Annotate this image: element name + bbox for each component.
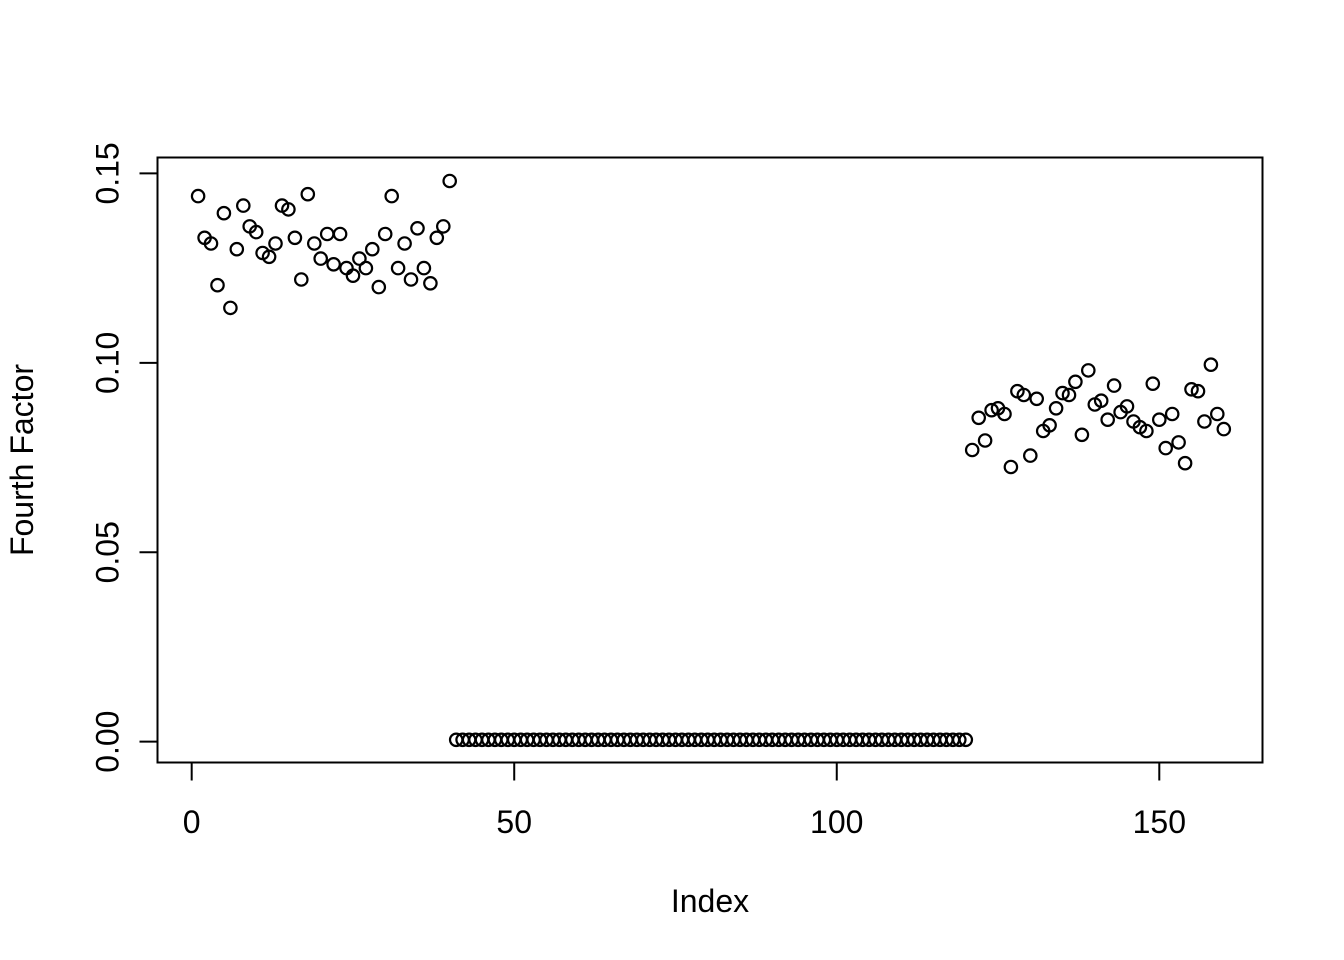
- data-point: [1190, 383, 1206, 399]
- x-tick-label: 50: [496, 804, 532, 840]
- data-point: [268, 236, 283, 251]
- data-point: [442, 173, 457, 189]
- data-point: [390, 260, 406, 276]
- data-point: [1145, 376, 1161, 391]
- data-point: [1074, 427, 1090, 443]
- data-point: [1164, 406, 1180, 422]
- y-tick-label: 0.10: [90, 332, 126, 394]
- data-point: [203, 236, 219, 251]
- data-point: [997, 406, 1012, 422]
- data-point: [984, 402, 999, 418]
- data-point: [951, 732, 967, 748]
- data-point: [306, 236, 322, 251]
- data-point: [1093, 393, 1109, 408]
- data-point: [423, 275, 438, 291]
- data-point: [190, 188, 206, 204]
- data-point: [287, 230, 303, 246]
- data-point: [210, 277, 225, 293]
- data-point: [1003, 459, 1019, 475]
- data-point: [1197, 414, 1212, 429]
- data-point: [281, 202, 296, 217]
- data-point: [1016, 387, 1032, 403]
- data-point: [1106, 378, 1122, 393]
- data-point: [229, 241, 245, 257]
- data-point: [958, 732, 974, 748]
- y-axis-ticks: 0.00 0.05 0.10 0.15: [90, 142, 158, 773]
- data-point: [1048, 400, 1064, 416]
- data-point: [1023, 448, 1038, 463]
- data-point: [416, 260, 432, 276]
- data-point: [236, 198, 251, 213]
- plot-border: [156, 156, 1264, 764]
- x-tick-label: 150: [1133, 804, 1186, 840]
- data-point: [429, 230, 445, 246]
- y-tick-label: 0.15: [90, 142, 126, 204]
- data-point: [358, 260, 374, 276]
- data-point: [377, 226, 393, 242]
- data-point: [1216, 421, 1232, 437]
- data-point: [403, 272, 419, 287]
- data-point: [319, 226, 335, 242]
- data-point: [261, 249, 277, 265]
- data-point: [1171, 435, 1186, 450]
- y-tick-label: 0.00: [90, 711, 126, 773]
- y-axis-title: Fourth Factor: [4, 364, 40, 556]
- data-point: [1152, 412, 1167, 427]
- data-point: [1210, 406, 1225, 422]
- data-point: [371, 279, 387, 295]
- x-axis-ticks: 0 50 100 150: [183, 762, 1186, 840]
- data-point: [332, 226, 348, 242]
- data-point: [964, 442, 980, 458]
- y-tick-label: 0.05: [90, 521, 126, 583]
- data-point: [1055, 385, 1070, 401]
- x-tick-label: 0: [183, 804, 201, 840]
- data-point: [971, 410, 986, 426]
- data-point: [397, 236, 412, 251]
- data-point: [1119, 399, 1135, 414]
- data-point: [300, 186, 316, 202]
- data-point: [1184, 381, 1199, 397]
- data-point: [364, 241, 380, 257]
- data-point: [216, 205, 232, 221]
- data-point: [1029, 391, 1044, 407]
- x-tick-label: 100: [810, 804, 863, 840]
- data-point: [435, 219, 451, 234]
- data-point: [1042, 417, 1057, 433]
- data-point: [384, 188, 399, 204]
- data-point: [1158, 440, 1173, 456]
- data-point: [1061, 387, 1077, 403]
- data-point: [1100, 412, 1115, 427]
- data-point: [1139, 423, 1154, 439]
- data-point: [326, 256, 341, 272]
- data-point: [410, 221, 425, 236]
- x-axis-title: Index: [671, 883, 749, 919]
- data-point: [248, 224, 264, 240]
- data-point: [1177, 455, 1193, 471]
- data-point: [345, 268, 361, 283]
- data-point: [223, 300, 238, 316]
- data-point: [313, 251, 328, 266]
- data-point: [1068, 374, 1083, 390]
- points-layer: [190, 173, 1232, 748]
- data-point: [1081, 363, 1096, 378]
- data-point: [293, 272, 309, 287]
- data-point: [1203, 357, 1219, 372]
- data-point: [977, 433, 993, 448]
